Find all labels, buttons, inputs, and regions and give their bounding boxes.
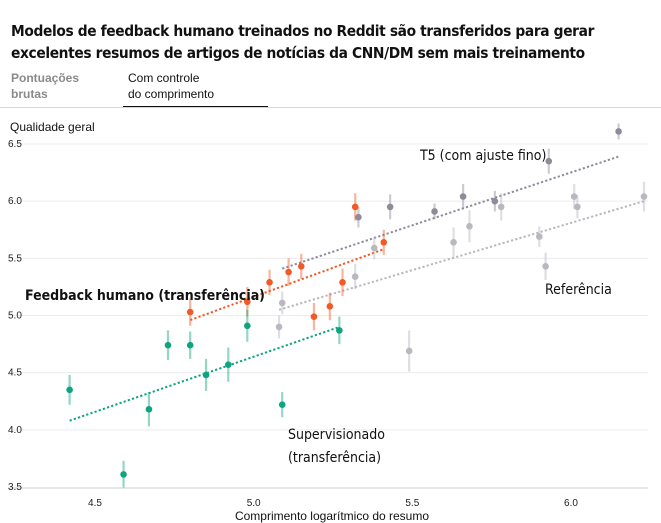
data-point-supervisionado-transferencia[interactable] bbox=[186, 341, 194, 349]
data-point-feedback-humano-transferencia[interactable] bbox=[244, 298, 251, 306]
data-point-referencia[interactable] bbox=[275, 323, 283, 331]
data-point-supervisionado-transferencia[interactable] bbox=[278, 401, 286, 408]
data-point-referencia[interactable] bbox=[535, 233, 543, 240]
x-tick-label: 5.5 bbox=[405, 498, 419, 509]
data-point-t5-com-ajuste-fino[interactable] bbox=[545, 157, 553, 165]
series-label-feedback-humano-transferencia: Feedback humano (transferência) bbox=[25, 287, 265, 304]
data-point-referencia[interactable] bbox=[351, 273, 359, 280]
data-point-feedback-humano-transferencia[interactable] bbox=[310, 313, 318, 320]
page-title: Modelos de feedback humano treinados no … bbox=[11, 22, 595, 62]
series-label-supervisionado-transferencia-line2: (transferência) bbox=[288, 449, 381, 466]
data-point-t5-com-ajuste-fino[interactable] bbox=[431, 208, 438, 215]
trend-line-t5-com-ajuste-fino bbox=[281, 155, 619, 270]
data-point-referencia[interactable] bbox=[497, 203, 505, 211]
axes: Qualidade geral Comprimento logarítmico … bbox=[8, 120, 648, 523]
tab-bar-divider bbox=[0, 107, 661, 108]
data-point-t5-com-ajuste-fino[interactable] bbox=[355, 213, 362, 221]
y-tick-label: 3.5 bbox=[8, 482, 22, 493]
series-label-t5-com-ajuste-fino: T5 (com ajuste fino) bbox=[419, 148, 546, 164]
tab-length-controlled-label-line2: do comprimento bbox=[128, 87, 215, 101]
data-point-referencia[interactable] bbox=[370, 244, 378, 252]
data-point-supervisionado-transferencia[interactable] bbox=[66, 386, 73, 394]
data-point-referencia[interactable] bbox=[466, 223, 473, 230]
data-point-referencia[interactable] bbox=[574, 203, 581, 211]
x-tick-label: 5.0 bbox=[247, 498, 261, 509]
x-axis-label: Comprimento logarítmico do resumo bbox=[235, 509, 429, 523]
tab-raw-scores-label-line1: Pontuações bbox=[11, 71, 80, 85]
gridlines bbox=[8, 143, 648, 431]
data-point-feedback-humano-transferencia[interactable] bbox=[380, 239, 388, 246]
data-point-referencia[interactable] bbox=[542, 263, 549, 270]
data-point-feedback-humano-transferencia[interactable] bbox=[285, 268, 292, 276]
data-point-supervisionado-transferencia[interactable] bbox=[120, 471, 127, 478]
y-tick-label: 5.0 bbox=[8, 311, 22, 322]
data-point-feedback-humano-transferencia[interactable] bbox=[326, 303, 334, 310]
data-point-supervisionado-transferencia[interactable] bbox=[145, 405, 153, 413]
data-point-feedback-humano-transferencia[interactable] bbox=[339, 279, 346, 286]
data-point-t5-com-ajuste-fino[interactable] bbox=[386, 203, 394, 211]
y-tick-label: 6.5 bbox=[8, 139, 22, 150]
trend-line-feedback-humano-transferencia bbox=[189, 248, 385, 322]
series-label-referencia: Referência bbox=[545, 281, 612, 298]
tab-length-controlled-label-line1: Com controle bbox=[128, 71, 200, 85]
y-tick-label: 5.5 bbox=[8, 253, 22, 264]
trend-line-referencia bbox=[278, 200, 645, 311]
data-point-feedback-humano-transferencia[interactable] bbox=[297, 263, 305, 270]
series-label-supervisionado-transferencia: Supervisionado bbox=[288, 427, 385, 443]
data-point-supervisionado-transferencia[interactable] bbox=[336, 327, 343, 334]
data-point-referencia[interactable] bbox=[450, 239, 457, 246]
tab-raw-scores[interactable]: Pontuações brutas bbox=[11, 70, 79, 102]
data-point-supervisionado-transferencia[interactable] bbox=[224, 361, 232, 368]
data-point-referencia[interactable] bbox=[640, 193, 648, 200]
data-point-referencia[interactable] bbox=[405, 347, 413, 355]
selected-tab-indicator bbox=[123, 106, 268, 107]
data-point-feedback-humano-transferencia[interactable] bbox=[186, 308, 194, 316]
data-point-t5-com-ajuste-fino[interactable] bbox=[615, 128, 622, 135]
data-point-supervisionado-transferencia[interactable] bbox=[244, 322, 251, 330]
y-axis-label: Qualidade geral bbox=[10, 120, 95, 134]
tab-raw-scores-label-line2: brutas bbox=[11, 87, 48, 101]
y-tick-label: 4.0 bbox=[8, 425, 22, 436]
data-point-feedback-humano-transferencia[interactable] bbox=[266, 279, 273, 286]
data-point-supervisionado-transferencia[interactable] bbox=[202, 371, 210, 379]
data-point-supervisionado-transferencia[interactable] bbox=[164, 341, 172, 349]
tab-length-controlled[interactable]: Com controle do comprimento bbox=[128, 70, 214, 102]
y-tick-label: 4.5 bbox=[8, 368, 22, 379]
y-tick-label: 6.0 bbox=[8, 196, 22, 207]
x-tick-label: 6.0 bbox=[564, 498, 578, 509]
data-point-feedback-humano-transferencia[interactable] bbox=[351, 203, 359, 211]
data-point-t5-com-ajuste-fino[interactable] bbox=[459, 193, 467, 200]
data-point-t5-com-ajuste-fino[interactable] bbox=[491, 197, 499, 205]
x-tick-label: 4.5 bbox=[88, 498, 102, 509]
data-point-referencia[interactable] bbox=[570, 193, 578, 200]
series-labels: T5 (com ajuste fino) Referência Feedback h… bbox=[25, 148, 612, 466]
data-point-referencia[interactable] bbox=[278, 299, 286, 307]
data-points bbox=[66, 123, 648, 489]
